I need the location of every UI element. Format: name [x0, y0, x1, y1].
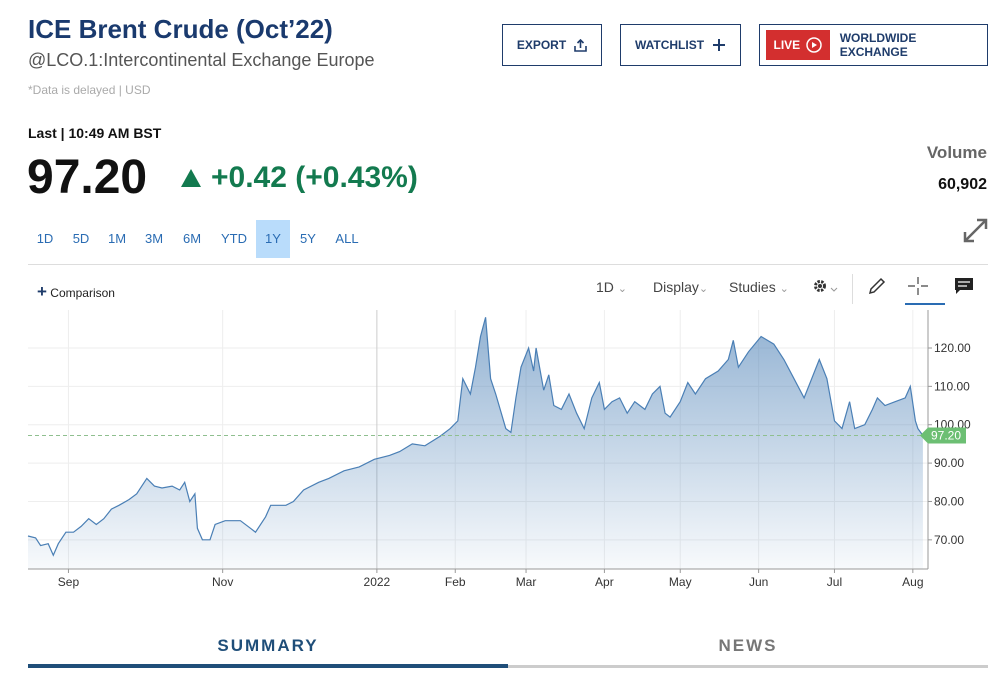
watchlist-button[interactable]: WATCHLIST — [620, 24, 741, 66]
range-button[interactable]: 1Y — [256, 220, 290, 258]
live-label: LIVE — [773, 38, 801, 52]
tab-underline — [28, 664, 508, 668]
tab-underline — [508, 665, 988, 668]
change-value: +0.42 — [211, 161, 287, 194]
comment-icon[interactable] — [954, 277, 974, 295]
x-tick-label: Apr — [595, 575, 614, 589]
range-button[interactable]: 3M — [144, 231, 164, 246]
range-button[interactable]: 6M — [182, 231, 202, 246]
area — [28, 317, 923, 569]
display-label: Display — [653, 279, 699, 295]
range-button[interactable]: 5Y — [300, 231, 316, 246]
delay-note: *Data is delayed | USD — [28, 83, 151, 97]
tab[interactable]: NEWS — [718, 636, 778, 655]
range-button[interactable]: 1M — [107, 231, 127, 246]
comparison-button[interactable]: + Comparison — [37, 282, 115, 301]
x-tick-label: Jun — [749, 575, 768, 589]
x-tick-label: Nov — [212, 575, 233, 589]
tab[interactable]: SUMMARY — [217, 636, 319, 655]
x-tick-label: 2022 — [364, 575, 391, 589]
studies-menu[interactable]: Studies ⌄ — [729, 279, 789, 295]
x-tick-label: Sep — [58, 575, 80, 589]
last-price-tag — [920, 427, 966, 444]
x-tick-label: Mar — [516, 575, 537, 589]
export-label: EXPORT — [516, 38, 567, 52]
x-tick-label: May — [669, 575, 692, 589]
y-tick-label: 120.00 — [934, 341, 971, 355]
y-tick-label: 80.00 — [934, 494, 964, 508]
x-tick-label: Feb — [445, 575, 466, 589]
volume-label: Volume — [926, 143, 987, 162]
crosshair-icon[interactable] — [907, 276, 929, 296]
settings-icon[interactable] — [812, 278, 840, 296]
exchange: @LCO.1:Intercontinental Exchange Europe — [28, 50, 375, 70]
plus-icon — [713, 39, 726, 51]
range-button[interactable]: 1D — [36, 231, 54, 246]
active-tool-underline — [905, 303, 945, 305]
watchlist-label: WATCHLIST — [634, 38, 705, 52]
interval-label: 1D — [596, 279, 614, 295]
play-icon — [806, 37, 822, 53]
price: 97.20 — [27, 151, 148, 204]
x-tick-label: Jul — [827, 575, 842, 589]
x-tick-label: Aug — [902, 575, 923, 589]
title: ICE Brent Crude (Oct’22) — [28, 14, 333, 44]
live-badge: LIVE — [766, 30, 830, 60]
comparison-label: Comparison — [50, 286, 115, 300]
change-percent: (+0.43%) — [295, 161, 418, 194]
range-button[interactable]: 5D — [72, 231, 90, 246]
up-arrow — [181, 169, 201, 187]
y-tick-label: 110.00 — [934, 379, 970, 393]
expand-icon[interactable] — [962, 217, 989, 244]
display-menu[interactable]: Display⌄ — [653, 279, 709, 295]
interval-menu[interactable]: 1D ⌄ — [596, 279, 628, 295]
last-label: Last | 10:49 AM BST — [28, 125, 162, 141]
exchange-label: WORLDWIDE EXCHANGE — [839, 31, 917, 59]
volume: 60,902 — [938, 176, 987, 193]
divider — [28, 264, 988, 265]
live-button[interactable]: LIVE WORLDWIDE EXCHANGE — [759, 24, 988, 66]
draw-icon[interactable] — [867, 276, 887, 296]
studies-label: Studies — [729, 279, 776, 295]
y-tick-label: 70.00 — [934, 533, 964, 547]
range-button[interactable]: ALL — [335, 231, 359, 246]
export-icon — [574, 38, 587, 52]
range-button[interactable]: YTD — [221, 231, 247, 246]
price-line — [27, 317, 924, 557]
y-tick-label: 90.00 — [934, 456, 964, 470]
last-price-label: 97.20 — [931, 428, 961, 442]
export-button[interactable]: EXPORT — [502, 24, 602, 66]
change: +0.42 (+0.43%) — [211, 161, 418, 195]
toolbar-divider — [852, 274, 853, 304]
